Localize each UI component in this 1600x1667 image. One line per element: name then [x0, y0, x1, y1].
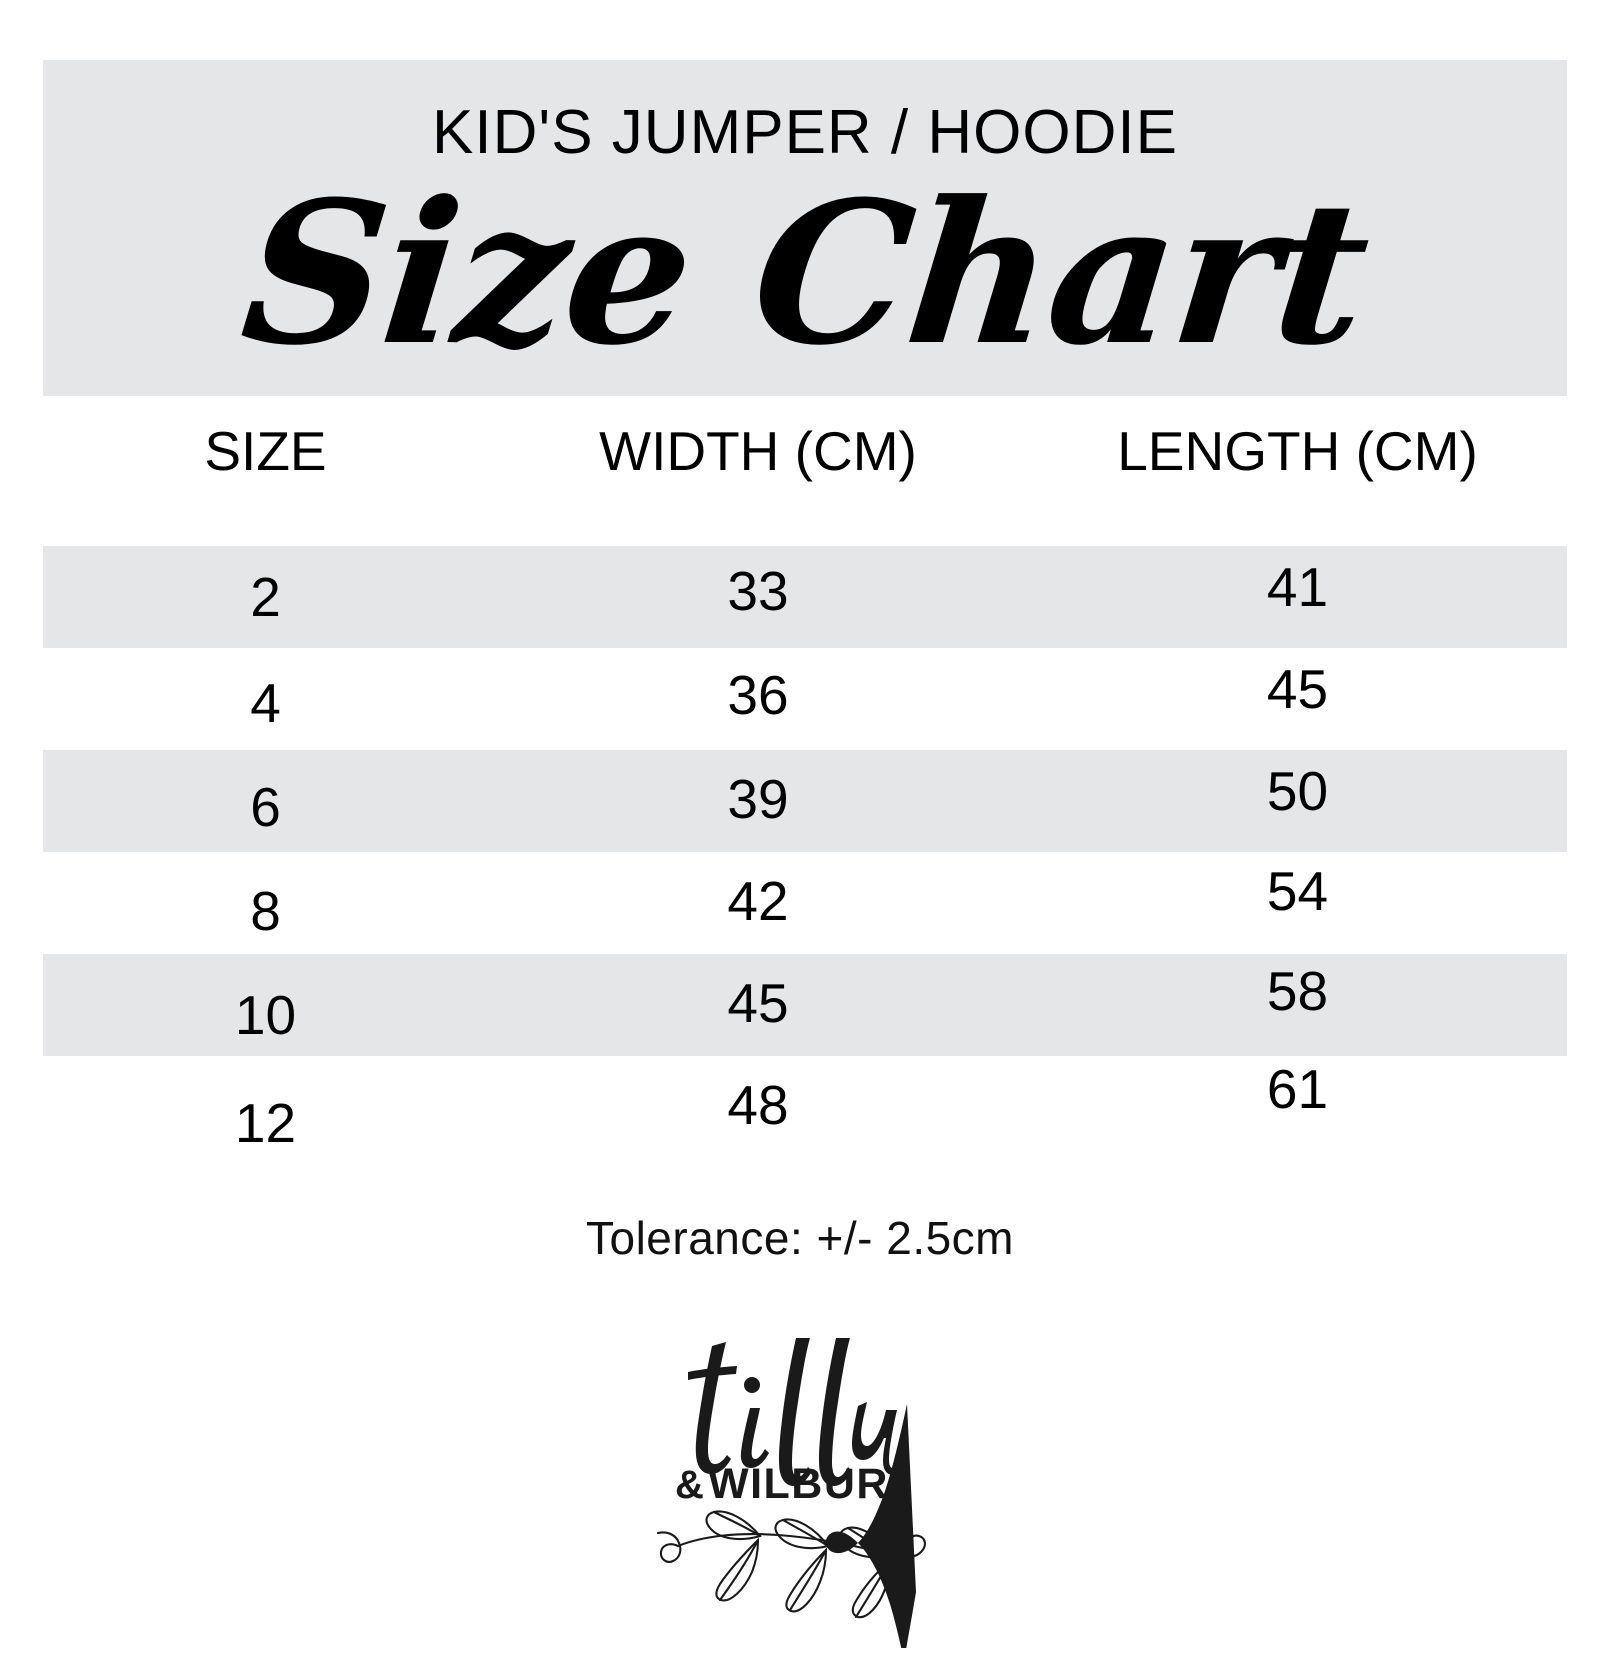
cell-length: 61	[1266, 1058, 1329, 1120]
cell-size: 8	[250, 880, 281, 942]
cell-size: 6	[250, 776, 281, 838]
logo-sub-text: & WILBUR	[675, 1460, 889, 1508]
svg-text:WILBUR: WILBUR	[708, 1460, 889, 1508]
column-header-width: WIDTH (CM)	[599, 420, 917, 482]
leaf-branch-icon	[656, 1510, 926, 1619]
logo-script-text	[688, 1338, 916, 1648]
table-row: 6 39 50	[43, 750, 1567, 852]
cell-length: 45	[1266, 658, 1329, 720]
svg-text:&: &	[675, 1463, 705, 1507]
column-header-size: SIZE	[204, 420, 327, 482]
cell-size: 10	[234, 984, 297, 1046]
table-row: 12 48 61	[43, 1056, 1567, 1158]
cell-size: 4	[250, 672, 281, 734]
cell-width: 36	[727, 664, 789, 726]
cell-length: 41	[1266, 556, 1329, 618]
size-chart-table: SIZE WIDTH (CM) LENGTH (CM) 2 33 41 4 36…	[43, 400, 1567, 1158]
cell-width: 48	[727, 1074, 789, 1136]
cell-length: 58	[1266, 960, 1329, 1022]
cell-width: 39	[727, 768, 789, 830]
cell-length: 54	[1266, 860, 1329, 922]
header-subtitle: KID'S JUMPER / HOODIE	[432, 98, 1178, 167]
tolerance-note: Tolerance: +/- 2.5cm	[585, 1212, 1015, 1264]
brand-logo: & WILBUR	[600, 1318, 1000, 1648]
table-row: 8 42 54	[43, 852, 1567, 954]
page-title: Size Chart	[233, 159, 1377, 389]
table-header-row: SIZE WIDTH (CM) LENGTH (CM)	[43, 400, 1567, 546]
header-banner: KID'S JUMPER / HOODIE Size Chart	[43, 60, 1567, 396]
cell-length: 50	[1266, 760, 1329, 822]
table-row: 4 36 45	[43, 648, 1567, 750]
cell-size: 12	[234, 1092, 297, 1154]
cell-width: 33	[727, 560, 789, 622]
cell-size: 2	[250, 566, 281, 628]
cell-width: 45	[727, 972, 789, 1034]
cell-width: 42	[727, 870, 789, 932]
column-header-length: LENGTH (CM)	[1117, 420, 1478, 482]
table-row: 2 33 41	[43, 546, 1567, 648]
table-row: 10 45 58	[43, 954, 1567, 1056]
